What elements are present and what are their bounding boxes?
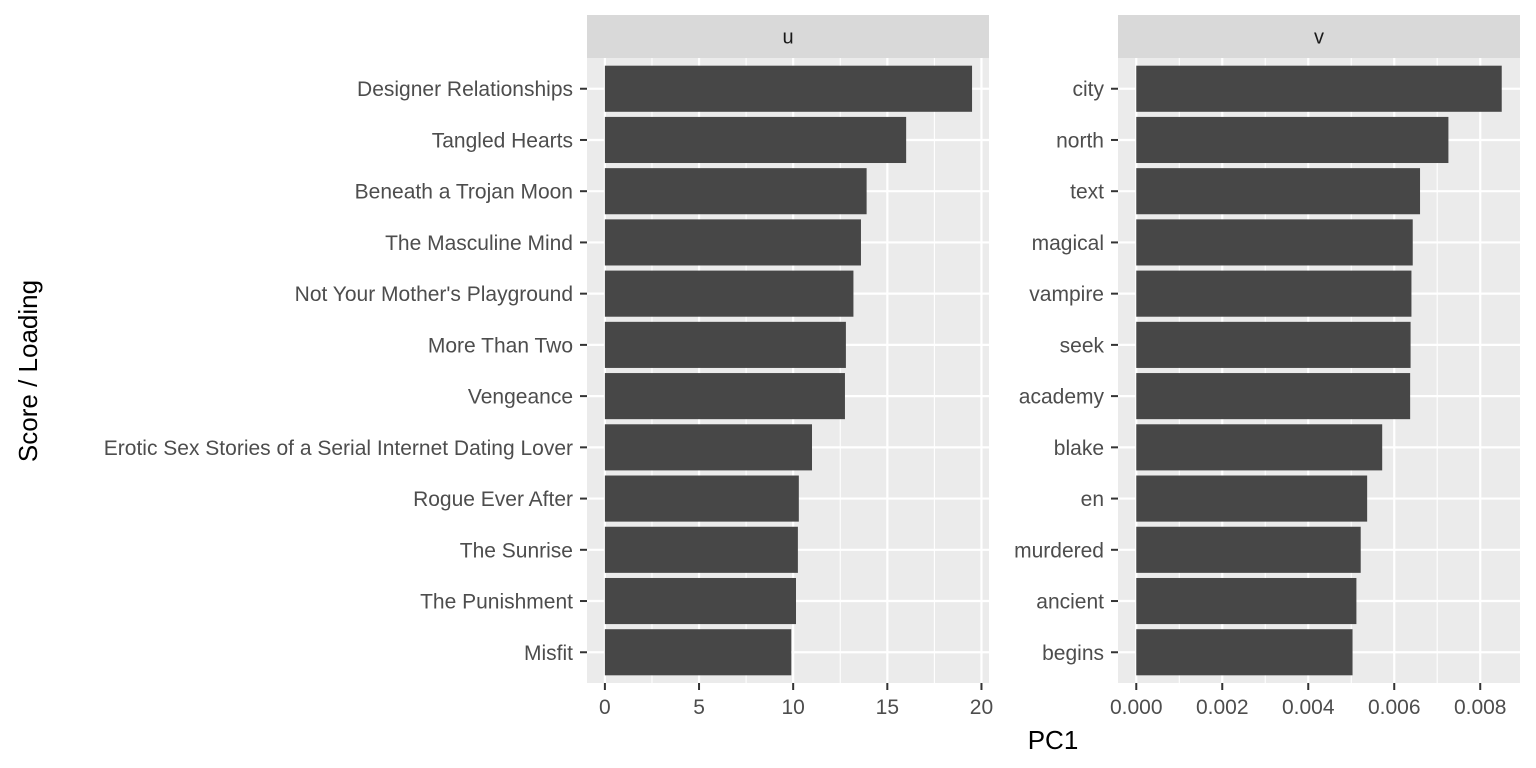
bar: [604, 270, 854, 317]
bar: [1136, 116, 1449, 164]
x-tick-label: 0.004: [1282, 696, 1335, 719]
y-tick-label: seek: [1060, 334, 1105, 357]
facet-strip-label: v: [1314, 27, 1324, 49]
y-tick-label: The Punishment: [420, 591, 573, 614]
bar: [604, 526, 798, 573]
y-tick-label: murdered: [1014, 539, 1104, 562]
x-tick-label: 0: [599, 696, 611, 719]
y-tick-label: More Than Two: [428, 334, 573, 357]
y-tick-label: Designer Relationships: [357, 78, 573, 101]
y-tick-label: city: [1073, 78, 1105, 101]
bar: [604, 219, 861, 266]
facet-panel-v: v city north text magical vampire seek academy b…: [1014, 15, 1520, 719]
y-tick-label: begins: [1042, 642, 1104, 665]
bar: [1136, 424, 1383, 471]
bar: [1136, 629, 1353, 676]
bar: [1136, 577, 1357, 625]
x-tick-label: 15: [876, 696, 899, 719]
bar: [1136, 270, 1412, 317]
bar: [1136, 321, 1411, 368]
y-tick-label: north: [1056, 129, 1104, 152]
bar: [1136, 373, 1411, 420]
bar: [1136, 219, 1413, 266]
bar: [604, 577, 797, 625]
facet-strip: [1118, 15, 1520, 58]
y-tick-label: magical: [1032, 232, 1104, 255]
x-tick-label: 0.008: [1454, 696, 1507, 719]
bar: [604, 65, 973, 112]
bar: [604, 116, 907, 164]
bar: [604, 475, 799, 522]
facet-strip-label: u: [782, 27, 793, 49]
y-tick-label: Misfit: [524, 642, 573, 665]
y-tick-label: en: [1081, 488, 1104, 511]
y-tick-label: Erotic Sex Stories of a Serial Internet …: [104, 437, 573, 460]
bar: [1136, 168, 1421, 215]
x-tick-label: 0.002: [1196, 696, 1249, 719]
x-tick-label: 5: [693, 696, 705, 719]
x-axis-title: PC1: [1028, 725, 1079, 755]
bar: [604, 629, 792, 676]
y-tick-label: The Masculine Mind: [385, 232, 573, 255]
y-tick-label: Not Your Mother's Playground: [295, 283, 573, 306]
y-tick-label: Beneath a Trojan Moon: [355, 181, 573, 204]
y-tick-label: academy: [1019, 386, 1105, 409]
x-tick-label: 0.000: [1110, 696, 1163, 719]
y-tick-label: blake: [1054, 437, 1104, 460]
y-tick-label: text: [1070, 181, 1104, 204]
x-tick-label: 0.006: [1368, 696, 1421, 719]
x-tick-label: 20: [970, 696, 993, 719]
facet-strip: [587, 15, 989, 58]
y-tick-label: The Sunrise: [460, 539, 573, 562]
y-tick-label: vampire: [1029, 283, 1104, 306]
y-tick-label: Tangled Hearts: [432, 129, 573, 152]
bar: [604, 373, 845, 420]
bar: [1136, 65, 1502, 112]
bar: [604, 321, 846, 368]
bar: [1136, 526, 1361, 573]
y-tick-label: Vengeance: [468, 386, 573, 409]
y-axis-title: Score / Loading: [13, 280, 43, 462]
y-tick-label: ancient: [1036, 591, 1104, 614]
bar: [1136, 475, 1368, 522]
bar: [604, 424, 813, 471]
bar: [604, 168, 867, 215]
y-tick-label: Rogue Ever After: [413, 488, 573, 511]
x-tick-label: 10: [781, 696, 804, 719]
facet-panel-u: u Designer Relationships Tangled Hearts Ben…: [104, 15, 993, 719]
